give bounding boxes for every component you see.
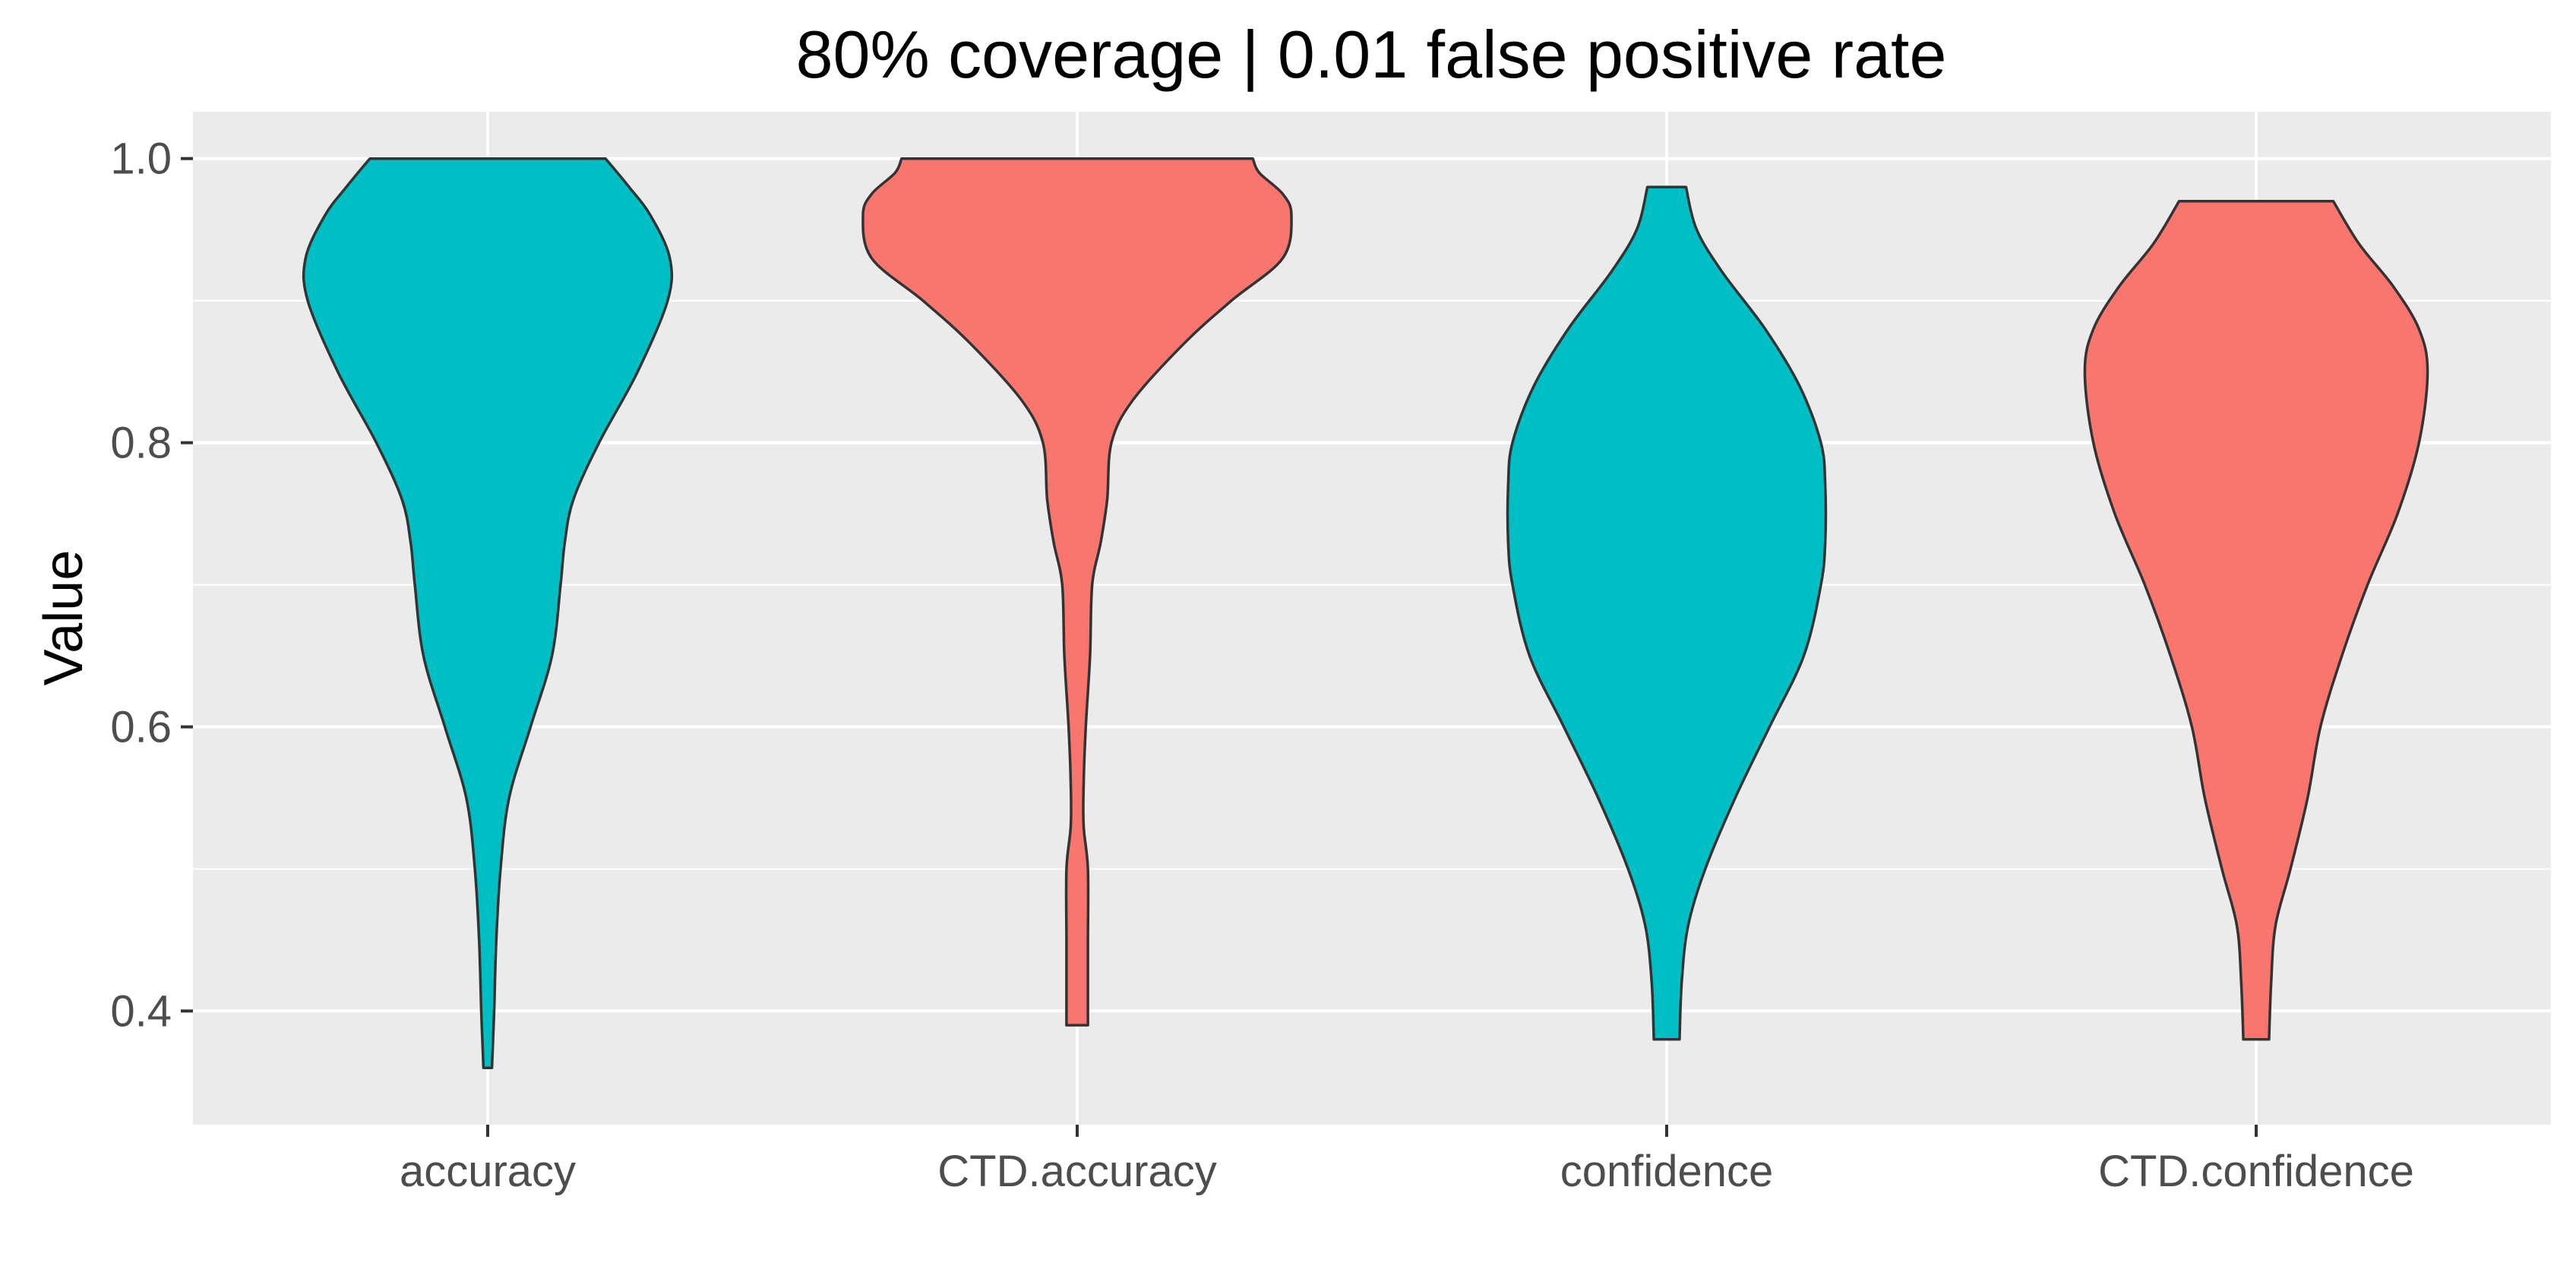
violin-group bbox=[302, 157, 2429, 1069]
chart-title: 80% coverage | 0.01 false positive rate bbox=[796, 17, 1947, 92]
x-tick-label: confidence bbox=[1560, 1147, 1774, 1196]
x-axis: accuracy CTD.accuracy confidence CTD.confid… bbox=[400, 1125, 2414, 1196]
violin-accuracy bbox=[302, 157, 674, 1069]
x-tick-label: CTD.confidence bbox=[2098, 1147, 2414, 1196]
y-axis-title: Value bbox=[33, 550, 94, 686]
y-tick-label: 0.8 bbox=[110, 419, 172, 468]
violin-ctd-accuracy bbox=[861, 157, 1293, 1027]
y-axis: 0.4 0.6 0.8 1.0 bbox=[110, 135, 193, 1036]
y-tick-label: 0.4 bbox=[110, 986, 172, 1036]
violin-confidence bbox=[1506, 185, 1828, 1041]
y-tick-label: 0.6 bbox=[110, 703, 172, 752]
x-tick-label: accuracy bbox=[400, 1147, 576, 1196]
y-tick-label: 1.0 bbox=[110, 135, 172, 184]
x-tick-label: CTD.accuracy bbox=[937, 1147, 1216, 1196]
violin-ctd-confidence bbox=[2083, 200, 2429, 1041]
